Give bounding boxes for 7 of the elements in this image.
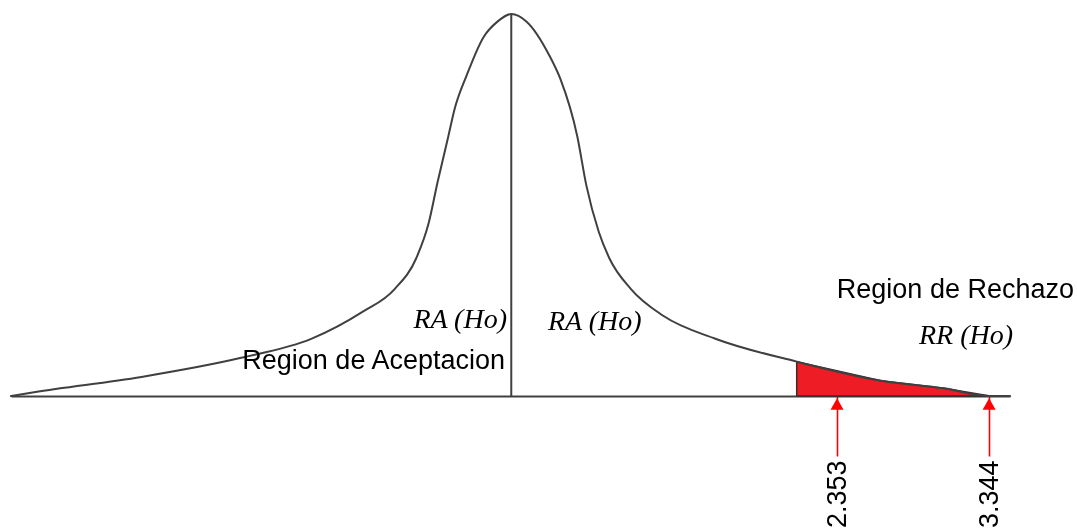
annotation: RR (Ho) xyxy=(917,319,1013,350)
annotation: Region de Aceptacion xyxy=(242,345,505,375)
annotation: Region de Rechazo xyxy=(836,274,1074,304)
annotation: RA (Ho) xyxy=(412,303,507,334)
annotation: RA (Ho) xyxy=(547,305,642,336)
x-tick-label: 2.353 xyxy=(821,460,852,529)
x-tick-label: 3.344 xyxy=(973,460,1004,529)
